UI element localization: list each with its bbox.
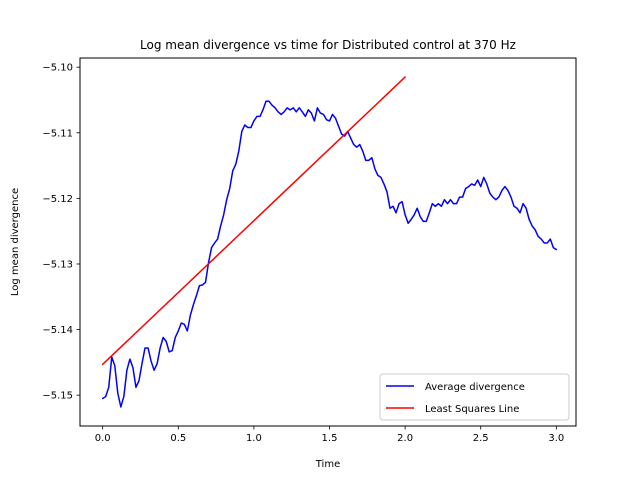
plot-frame (79, 57, 577, 427)
x-tick-label: 0.5 (170, 433, 186, 444)
y-axis: −5.15 −5.14 −5.13 −5.12 −5.11 −5.10 (42, 63, 80, 402)
series-average-divergence (101, 100, 558, 408)
legend: Average divergence Least Squares Line (379, 373, 570, 421)
legend-box (379, 373, 570, 421)
x-tick-label: 2.5 (473, 433, 489, 444)
y-axis-label: Log mean divergence (10, 188, 21, 296)
x-axis: 0.0 0.5 1.0 1.5 2.0 2.5 3.0 (95, 426, 564, 444)
chart-title: Log mean divergence vs time for Distribu… (140, 38, 516, 52)
series-layer (101, 76, 558, 408)
y-tick-label: −5.15 (42, 391, 73, 402)
x-tick-label: 1.0 (246, 433, 262, 444)
legend-label-least-squares-line: Least Squares Line (425, 404, 519, 415)
series-least-squares-line (101, 76, 406, 366)
x-tick-label: 1.5 (322, 433, 338, 444)
x-tick-label: 0.0 (95, 433, 111, 444)
y-tick-label: −5.11 (42, 128, 73, 139)
x-tick-label: 2.0 (397, 433, 413, 444)
legend-label-average-divergence: Average divergence (425, 382, 525, 393)
x-axis-label: Time (315, 459, 340, 470)
plot-area (79, 57, 577, 427)
y-tick-label: −5.10 (42, 63, 73, 74)
y-tick-label: −5.13 (42, 259, 73, 270)
y-tick-label: −5.12 (42, 194, 73, 205)
y-tick-label: −5.14 (42, 325, 73, 336)
x-tick-label: 3.0 (548, 433, 564, 444)
